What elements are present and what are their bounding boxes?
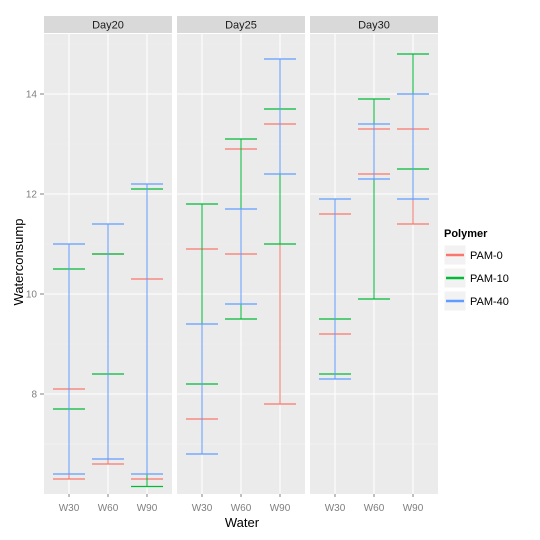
errorbar-pam-40-day25-w30 [186,323,218,455]
y-tick-label: 14 [26,90,38,101]
legend-item-pam-40: PAM-40 [443,290,509,312]
error-bars [53,53,429,488]
y-tick-label: 10 [26,290,38,301]
legend: Polymer PAM-0 PAM-10 PAM-40 [443,228,509,312]
facet-strip-label: Day30 [358,20,390,32]
errorbar-pam-40-day20-w30 [53,243,85,475]
facet-strip-day25 [177,16,305,33]
x-tick-label: W30 [325,503,346,514]
legend-title: Polymer [444,228,488,240]
errorbar-pam-40-day30-w30 [319,198,351,380]
y-tick-label: 8 [31,390,37,401]
facet-strip-day30 [310,16,438,33]
x-tick-label: W90 [403,503,424,514]
errorbar-pam-40-day30-w60 [358,123,390,180]
x-tick-label: W90 [137,503,158,514]
x-axis: W30 W60 W90 W30 W60 W90 W30 W60 W90 [59,494,424,514]
errorbar-pam-40-day20-w60 [92,223,124,460]
x-tick-label: W60 [231,503,252,514]
facet-strip-label: Day25 [225,20,257,32]
x-tick-label: W30 [192,503,213,514]
errorbar-pam-40-day30-w90 [397,93,429,200]
facet-strip-label: Day20 [92,20,124,32]
legend-items: PAM-0 PAM-10 PAM-40 [443,244,509,312]
y-tick-label: 12 [26,190,38,201]
errorbar-pam-40-day25-w60 [225,208,257,305]
errorbar-pam-40-day20-w90 [131,183,163,475]
legend-label: PAM-0 [470,250,503,262]
x-tick-label: W60 [98,503,119,514]
x-tick-label: W60 [364,503,385,514]
facet-strip-day20 [44,16,172,33]
legend-label: PAM-40 [470,296,509,308]
x-tick-label: W30 [59,503,80,514]
legend-label: PAM-10 [470,273,509,285]
y-axis-title: Waterconsump [11,219,26,306]
y-axis: 8 10 12 14 [26,90,44,401]
x-tick-label: W90 [270,503,291,514]
legend-item-pam-10: PAM-10 [443,267,509,289]
x-axis-title: Water [225,515,260,530]
legend-item-pam-0: PAM-0 [443,244,503,266]
errorbar-pam-40-day25-w90 [264,58,296,175]
